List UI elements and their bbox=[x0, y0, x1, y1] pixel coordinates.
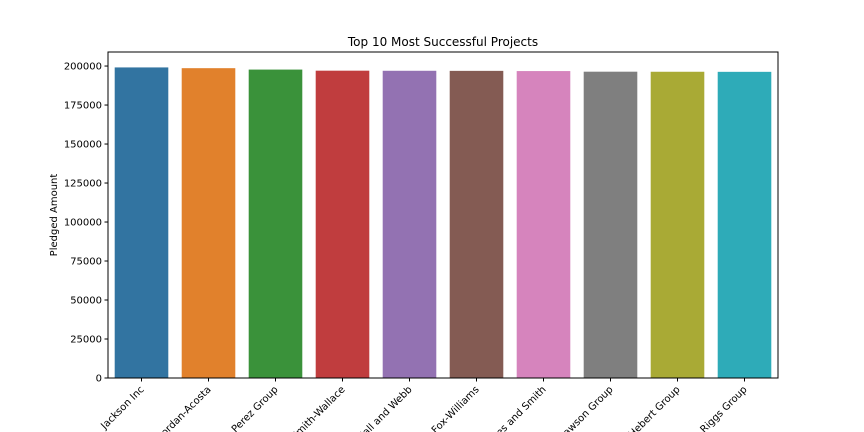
y-tick-label: 125000 bbox=[64, 179, 102, 190]
bar-1 bbox=[114, 67, 169, 378]
x-tick-label: Jackson Inc bbox=[99, 384, 147, 432]
x-tick-label: Riggs Group bbox=[699, 384, 750, 432]
y-tick-label: 175000 bbox=[64, 101, 102, 112]
bar-2 bbox=[181, 68, 236, 378]
bars-group bbox=[114, 67, 772, 379]
y-axis-ticks: 0 25000 50000 75000 100000 125000 150000 175000… bbox=[64, 62, 108, 385]
y-tick-label: 100000 bbox=[64, 218, 102, 229]
y-tick-label: 50000 bbox=[70, 296, 102, 307]
bar-5 bbox=[382, 70, 437, 379]
y-tick-label: 200000 bbox=[64, 62, 102, 73]
y-tick-label: 25000 bbox=[70, 335, 102, 346]
x-tick-label: Hebert Group bbox=[627, 384, 683, 432]
bar-4 bbox=[315, 70, 370, 378]
x-tick-label: Lawson Group bbox=[558, 384, 616, 432]
x-tick-label: Fox-Williams bbox=[430, 384, 482, 432]
x-tick-label: Smith-Wallace bbox=[290, 384, 348, 432]
bar-7 bbox=[516, 71, 571, 378]
bar-6 bbox=[449, 70, 504, 378]
x-tick-label: Perez Group bbox=[230, 384, 281, 432]
x-tick-label: Hall and Webb bbox=[356, 384, 415, 432]
plot-frame bbox=[107, 51, 779, 379]
y-axis-label: Pledged Amount bbox=[49, 174, 60, 257]
chart-title: Top 10 Most Successful Projects bbox=[347, 35, 538, 49]
x-tick-label: Jones and Smith bbox=[483, 384, 549, 432]
x-axis-ticks: Jackson Inc Jordan-Acosta Perez Group Smith… bbox=[99, 378, 750, 432]
y-tick-label: 0 bbox=[96, 374, 102, 385]
y-tick-label: 150000 bbox=[64, 140, 102, 151]
bar-3 bbox=[248, 69, 303, 379]
bar-8 bbox=[583, 71, 638, 379]
bar-9 bbox=[650, 71, 705, 379]
x-tick-label: Jordan-Acosta bbox=[157, 384, 214, 432]
bar-10 bbox=[717, 71, 772, 378]
y-tick-label: 75000 bbox=[70, 257, 102, 268]
